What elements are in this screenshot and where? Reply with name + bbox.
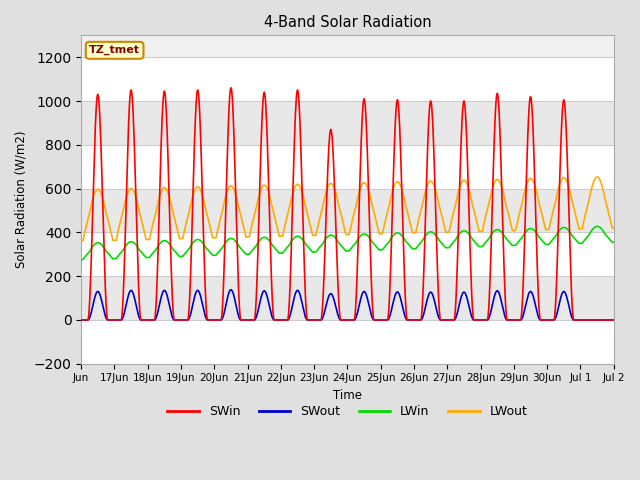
SWin [77,317,85,323]
Bar [81,320,614,364]
SWout [227,287,235,293]
LWout [610,225,618,231]
Line: SWin: SWin [81,88,614,320]
SWin [500,277,508,283]
LWout [416,213,424,219]
SWin [416,317,424,323]
SWout [500,312,508,318]
SWout [472,317,480,323]
SWout [77,317,85,323]
SWin [227,85,235,91]
LWout [472,216,480,221]
Legend: SWin, SWout, LWin, LWout: SWin, SWout, LWin, LWout [163,400,532,423]
SWout [610,317,618,323]
LWin [270,244,278,250]
LWin [593,224,601,229]
Bar [81,189,614,232]
SWout [392,290,400,296]
Bar [81,101,614,145]
LWout [104,217,112,223]
SWout [104,317,112,323]
SWin [270,317,278,323]
Bar [81,276,614,320]
Bar [81,232,614,276]
SWin [392,103,400,108]
Line: SWout: SWout [81,290,614,320]
Line: LWin: LWin [81,227,614,260]
LWin [500,233,508,239]
SWout [416,317,424,323]
LWin [104,250,112,256]
LWin [392,230,400,236]
SWin [104,317,112,323]
X-axis label: Time: Time [333,389,362,402]
LWout [593,174,601,180]
LWin [77,257,85,263]
LWout [500,195,508,201]
LWin [610,240,618,245]
Line: LWout: LWout [81,177,614,241]
SWin [472,317,480,323]
Text: TZ_tmet: TZ_tmet [89,45,140,56]
Y-axis label: Solar Radiation (W/m2): Solar Radiation (W/m2) [15,131,28,268]
SWin [610,317,618,323]
SWout [270,317,278,323]
Title: 4-Band Solar Radiation: 4-Band Solar Radiation [264,15,431,30]
LWin [472,240,480,246]
LWout [77,238,85,244]
LWin [416,241,424,247]
Bar [81,57,614,101]
LWout [270,211,278,217]
LWout [392,180,400,185]
Bar [81,145,614,189]
